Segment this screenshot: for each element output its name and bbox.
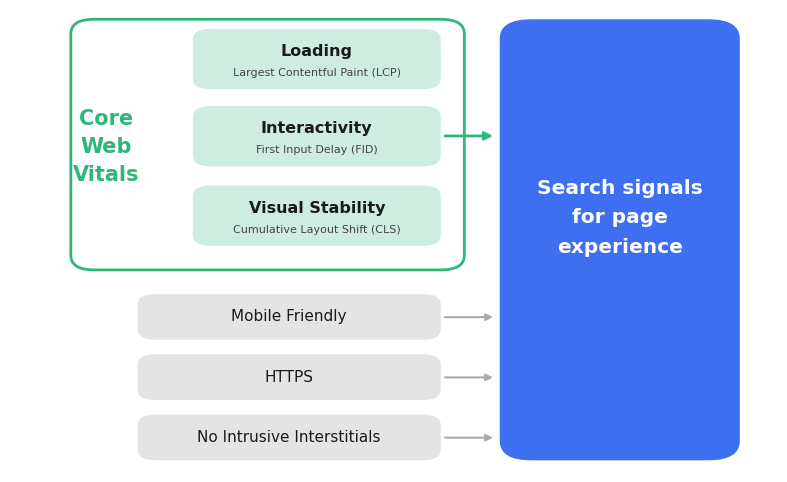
Text: First Input Delay (FID): First Input Delay (FID) [256, 145, 378, 155]
Text: Search signals
for page
experience: Search signals for page experience [537, 179, 703, 257]
FancyBboxPatch shape [500, 19, 740, 460]
FancyBboxPatch shape [193, 186, 441, 246]
Text: Mobile Friendly: Mobile Friendly [231, 309, 347, 324]
Text: Largest Contentful Paint (LCP): Largest Contentful Paint (LCP) [233, 68, 401, 78]
FancyBboxPatch shape [71, 19, 464, 270]
Text: Cumulative Layout Shift (CLS): Cumulative Layout Shift (CLS) [233, 225, 401, 235]
Text: Core
Web
Vitals: Core Web Vitals [73, 109, 139, 185]
FancyBboxPatch shape [138, 415, 441, 460]
Text: Interactivity: Interactivity [261, 121, 372, 136]
FancyBboxPatch shape [138, 354, 441, 400]
Text: Visual Stability: Visual Stability [249, 201, 385, 216]
Text: HTTPS: HTTPS [264, 370, 314, 385]
FancyBboxPatch shape [193, 106, 441, 166]
FancyBboxPatch shape [193, 29, 441, 89]
FancyBboxPatch shape [138, 294, 441, 340]
Text: Loading: Loading [281, 44, 353, 59]
Text: No Intrusive Interstitials: No Intrusive Interstitials [198, 430, 381, 445]
